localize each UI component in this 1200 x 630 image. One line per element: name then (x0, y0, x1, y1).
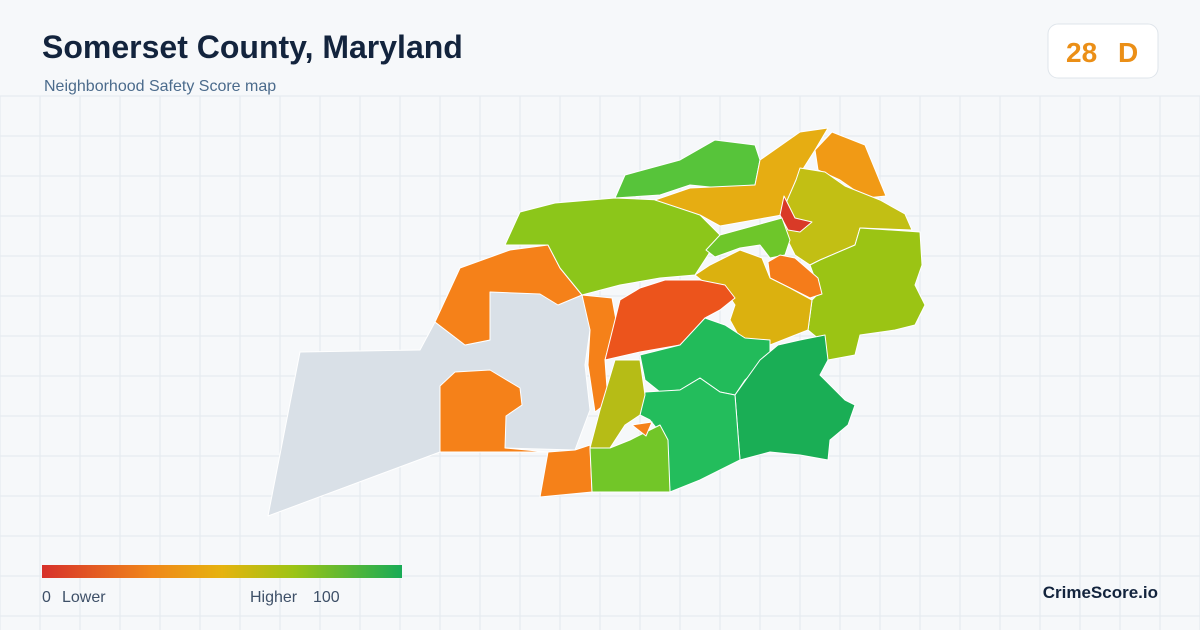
region (779, 195, 813, 233)
brand: CrimeScore.io (1043, 583, 1158, 602)
region (439, 369, 549, 453)
legend-scale (42, 565, 402, 578)
score-value: 28 (1066, 37, 1097, 68)
title: Somerset County, Maryland (42, 29, 463, 65)
county-map (267, 127, 926, 517)
region (539, 444, 593, 498)
region (504, 197, 721, 296)
region (589, 424, 671, 493)
region (434, 244, 583, 346)
region-no-data (267, 289, 591, 517)
region (639, 377, 741, 493)
legend-min-label: Lower (62, 589, 106, 606)
legend-max: 100 (313, 589, 340, 606)
legend-min: 0 (42, 589, 51, 606)
score-grade: D (1118, 37, 1138, 68)
region (631, 421, 653, 437)
subtitle: Neighborhood Safety Score map (44, 78, 276, 95)
score-badge (1047, 23, 1159, 79)
region (734, 334, 856, 461)
legend-max-label: Higher (250, 589, 298, 606)
